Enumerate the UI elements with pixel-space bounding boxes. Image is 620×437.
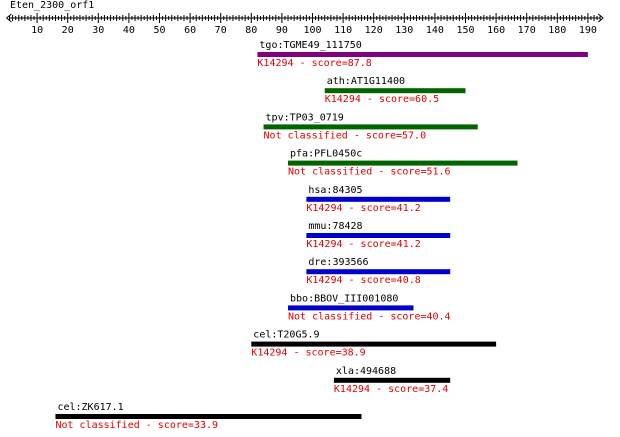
- ruler-tick-label: 140: [426, 25, 444, 36]
- hit-alignment-bar[interactable]: [306, 233, 451, 238]
- hit-score-label: K14294 - score=41.2: [306, 239, 420, 250]
- hit-alignment-bar[interactable]: [55, 414, 362, 419]
- hit-score-label: K14294 - score=41.2: [306, 203, 420, 214]
- ruler-left-arrow: [6, 13, 12, 23]
- position-ruler: 10 20 30 40 50 60 70 80 90 100 110 120 130 140 150 160 1…: [6, 13, 604, 36]
- ruler-tick-label: 80: [245, 25, 257, 36]
- ruler-right-arrow: [597, 13, 604, 23]
- ruler-tick-label: 90: [276, 25, 288, 36]
- hit-name[interactable]: bbo:BBOV_III001080: [290, 293, 398, 304]
- hit-score-label: K14294 - score=37.4: [334, 384, 448, 395]
- ruler-tick-label: 50: [153, 25, 165, 36]
- hit-score-label: K14294 - score=60.5: [325, 94, 439, 105]
- hit-name[interactable]: pfa:PFL0450c: [290, 149, 362, 160]
- ruler-tick-label: 190: [579, 25, 597, 36]
- hit-name[interactable]: dre:393566: [308, 257, 368, 268]
- hit-alignment-bar[interactable]: [333, 377, 451, 383]
- hit-name[interactable]: ath:AT1G11400: [327, 76, 405, 87]
- hit-name[interactable]: hsa:84305: [308, 185, 362, 196]
- hit-name[interactable]: tgo:TGME49_111750: [259, 40, 361, 51]
- ruler-tick-label: 160: [487, 25, 505, 36]
- ruler-tick-label: 70: [215, 25, 227, 36]
- ruler-tick-label: 150: [456, 25, 474, 36]
- ruler-tick-label: 10: [31, 25, 43, 36]
- hit-score-label: Not classified - score=33.9: [55, 420, 218, 431]
- hit-alignment-bar[interactable]: [306, 269, 451, 275]
- hit-row[interactable]: cel:T20G5.9 K14294 - score=38.9: [251, 330, 497, 359]
- hit-row[interactable]: cel:ZK617.1 Not classified - score=33.9: [55, 402, 362, 431]
- hit-list: tgo:TGME49_111750 K14294 - score=87.8 ath:…: [55, 40, 588, 431]
- hit-score-label: K14294 - score=87.8: [257, 58, 371, 69]
- hit-score-label: K14294 - score=38.9: [251, 348, 365, 359]
- ruler-tick-label: 180: [548, 25, 566, 36]
- hit-name[interactable]: mmu:78428: [308, 221, 362, 232]
- hit-row[interactable]: xla:494688 K14294 - score=37.4: [333, 366, 451, 395]
- hit-score-label: K14294 - score=40.8: [306, 275, 420, 286]
- hit-row[interactable]: ath:AT1G11400 K14294 - score=60.5: [324, 76, 466, 105]
- hit-alignment-bar[interactable]: [288, 305, 414, 311]
- hit-row[interactable]: pfa:PFL0450c Not classified - score=51.6: [288, 149, 518, 178]
- hit-alignment-bar[interactable]: [288, 160, 518, 166]
- hit-row[interactable]: tpv:TP03_0719 Not classified - score=57.0: [263, 112, 478, 141]
- ruler-tick-label: 60: [184, 25, 196, 36]
- ruler-tick-label: 20: [62, 25, 74, 36]
- hit-alignment-bar[interactable]: [251, 341, 497, 347]
- hit-name[interactable]: xla:494688: [336, 366, 396, 377]
- ruler-tick-label: 110: [334, 25, 352, 36]
- hit-score-label: Not classified - score=40.4: [288, 311, 451, 322]
- hit-alignment-bar[interactable]: [324, 88, 466, 94]
- hit-name[interactable]: cel:T20G5.9: [253, 330, 319, 341]
- ruler-tick-label: 40: [123, 25, 135, 36]
- ruler-tick-label: 170: [518, 25, 536, 36]
- hit-row[interactable]: tgo:TGME49_111750 K14294 - score=87.8: [257, 40, 588, 69]
- hit-name[interactable]: cel:ZK617.1: [57, 402, 123, 413]
- hit-alignment-bar[interactable]: [257, 52, 588, 57]
- ruler-tick-label: 120: [365, 25, 383, 36]
- hit-row[interactable]: hsa:84305 K14294 - score=41.2: [306, 185, 451, 214]
- hit-alignment-bar[interactable]: [306, 196, 451, 202]
- hit-row[interactable]: bbo:BBOV_III001080 Not classified - score…: [288, 293, 451, 322]
- hit-row[interactable]: mmu:78428 K14294 - score=41.2: [306, 221, 451, 250]
- ruler-tick-label: 30: [92, 25, 104, 36]
- ruler-tick-label: 130: [395, 25, 413, 36]
- hit-score-label: Not classified - score=51.6: [288, 167, 451, 178]
- hit-alignment-bar[interactable]: [263, 124, 478, 130]
- query-title: Eten_2300_orf1: [10, 0, 95, 11]
- hit-name[interactable]: tpv:TP03_0719: [266, 112, 344, 123]
- hit-row[interactable]: dre:393566 K14294 - score=40.8: [306, 257, 451, 286]
- hit-score-label: Not classified - score=57.0: [264, 130, 427, 141]
- ruler-tick-label: 100: [303, 25, 321, 36]
